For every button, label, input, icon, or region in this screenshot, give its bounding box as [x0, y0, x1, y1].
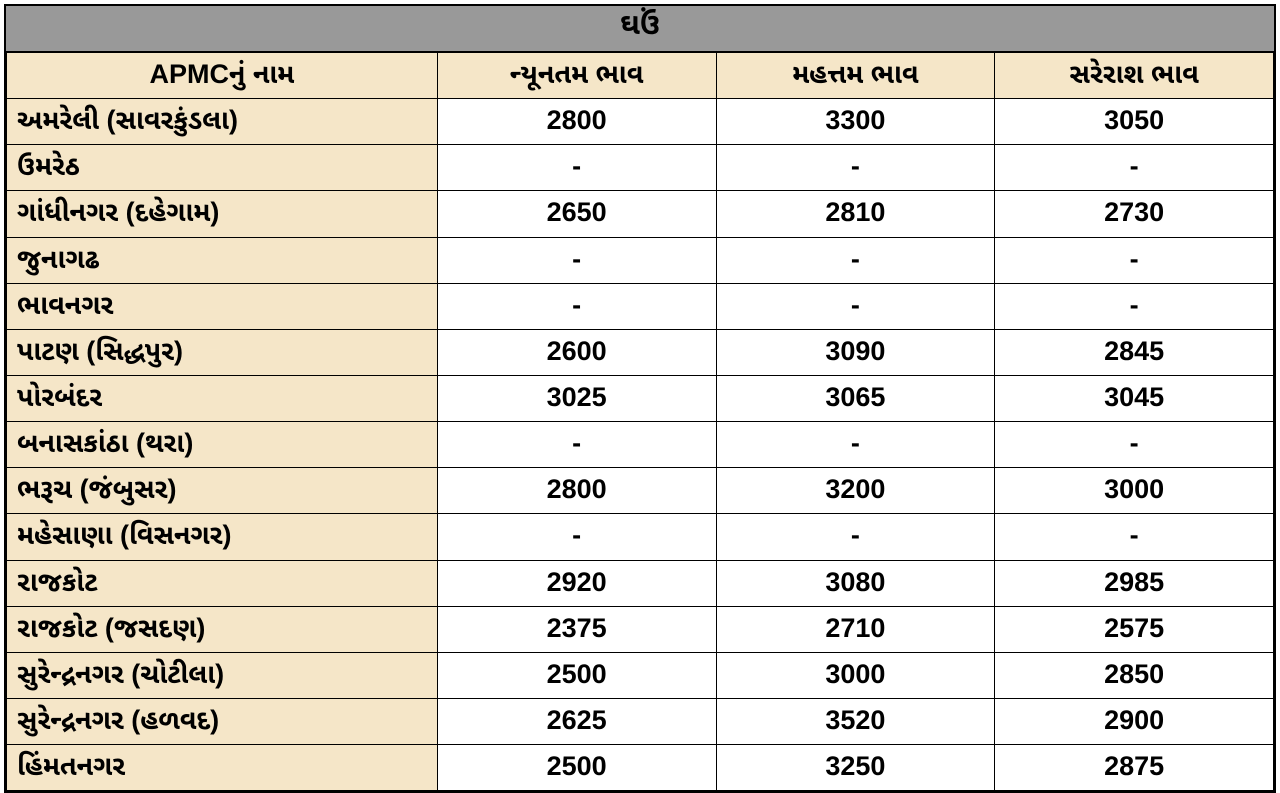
apmc-name: ભાવનગર	[7, 283, 438, 329]
apmc-name: અમરેલી (સાવરકુંડલા)	[7, 99, 438, 145]
max-price: 2710	[716, 606, 995, 652]
min-price: 2800	[437, 468, 716, 514]
apmc-name: સુરેન્દ્રનગર (હળવદ)	[7, 698, 438, 744]
table-body: અમરેલી (સાવરકુંડલા)280033003050 ઉમરેઠ---…	[7, 99, 1274, 791]
col-header-avg: સરેરાશ ભાવ	[995, 53, 1274, 99]
table-row: જુનાગઢ---	[7, 237, 1274, 283]
table-title: ઘઉં	[6, 6, 1274, 53]
min-price: 2375	[437, 606, 716, 652]
avg-price: -	[995, 514, 1274, 560]
avg-price: 3045	[995, 375, 1274, 421]
min-price: -	[437, 283, 716, 329]
avg-price: 3000	[995, 468, 1274, 514]
apmc-name: મહેસાણા (વિસનગર)	[7, 514, 438, 560]
col-header-apmc: APMCનું નામ	[7, 53, 438, 99]
apmc-name: રાજકોટ (જસદણ)	[7, 606, 438, 652]
apmc-name: ભરૂચ (જંબુસર)	[7, 468, 438, 514]
apmc-name: જુનાગઢ	[7, 237, 438, 283]
min-price: 3025	[437, 375, 716, 421]
table-row: રાજકોટ (જસદણ)237527102575	[7, 606, 1274, 652]
table-row: રાજકોટ292030802985	[7, 560, 1274, 606]
min-price: 2920	[437, 560, 716, 606]
avg-price: 2850	[995, 652, 1274, 698]
max-price: 3000	[716, 652, 995, 698]
min-price: -	[437, 514, 716, 560]
min-price: 2800	[437, 99, 716, 145]
max-price: 3065	[716, 375, 995, 421]
min-price: 2625	[437, 698, 716, 744]
table-row: પાટણ (સિદ્ધપુર)260030902845	[7, 329, 1274, 375]
max-price: 3520	[716, 698, 995, 744]
header-row: APMCનું નામ ન્યૂનતમ ભાવ મહત્તમ ભાવ સરેરા…	[7, 53, 1274, 99]
min-price: 2650	[437, 191, 716, 237]
min-price: 2600	[437, 329, 716, 375]
max-price: 2810	[716, 191, 995, 237]
min-price: -	[437, 237, 716, 283]
table-row: ભાવનગર---	[7, 283, 1274, 329]
max-price: -	[716, 145, 995, 191]
avg-price: 2985	[995, 560, 1274, 606]
avg-price: 2900	[995, 698, 1274, 744]
table-row: હિંમતનગર250032502875	[7, 745, 1274, 791]
table-row: અમરેલી (સાવરકુંડલા)280033003050	[7, 99, 1274, 145]
price-table-container: ઘઉં APMCનું નામ ન્યૂનતમ ભાવ મહત્તમ ભાવ સ…	[4, 4, 1276, 793]
min-price: 2500	[437, 652, 716, 698]
avg-price: 2875	[995, 745, 1274, 791]
apmc-name: પાટણ (સિદ્ધપુર)	[7, 329, 438, 375]
avg-price: 2845	[995, 329, 1274, 375]
avg-price: 3050	[995, 99, 1274, 145]
max-price: 3080	[716, 560, 995, 606]
table-row: ગાંધીનગર (દહેગામ)265028102730	[7, 191, 1274, 237]
avg-price: -	[995, 283, 1274, 329]
apmc-name: બનાસકાંઠા (થરા)	[7, 422, 438, 468]
apmc-name: ઉમરેઠ	[7, 145, 438, 191]
max-price: 3200	[716, 468, 995, 514]
max-price: -	[716, 237, 995, 283]
max-price: 3090	[716, 329, 995, 375]
apmc-name: સુરેન્દ્રનગર (ચોટીલા)	[7, 652, 438, 698]
min-price: -	[437, 422, 716, 468]
price-table: APMCનું નામ ન્યૂનતમ ભાવ મહત્તમ ભાવ સરેરા…	[6, 53, 1274, 791]
avg-price: -	[995, 422, 1274, 468]
max-price: 3250	[716, 745, 995, 791]
table-row: પોરબંદર302530653045	[7, 375, 1274, 421]
max-price: -	[716, 283, 995, 329]
apmc-name: હિંમતનગર	[7, 745, 438, 791]
min-price: 2500	[437, 745, 716, 791]
apmc-name: પોરબંદર	[7, 375, 438, 421]
table-row: સુરેન્દ્રનગર (ચોટીલા)250030002850	[7, 652, 1274, 698]
col-header-min: ન્યૂનતમ ભાવ	[437, 53, 716, 99]
col-header-max: મહત્તમ ભાવ	[716, 53, 995, 99]
apmc-name: રાજકોટ	[7, 560, 438, 606]
max-price: 3300	[716, 99, 995, 145]
table-row: ઉમરેઠ---	[7, 145, 1274, 191]
avg-price: 2730	[995, 191, 1274, 237]
apmc-name: ગાંધીનગર (દહેગામ)	[7, 191, 438, 237]
max-price: -	[716, 422, 995, 468]
table-row: ભરૂચ (જંબુસર)280032003000	[7, 468, 1274, 514]
avg-price: -	[995, 145, 1274, 191]
avg-price: -	[995, 237, 1274, 283]
avg-price: 2575	[995, 606, 1274, 652]
table-row: બનાસકાંઠા (થરા)---	[7, 422, 1274, 468]
table-row: સુરેન્દ્રનગર (હળવદ)262535202900	[7, 698, 1274, 744]
min-price: -	[437, 145, 716, 191]
max-price: -	[716, 514, 995, 560]
table-row: મહેસાણા (વિસનગર)---	[7, 514, 1274, 560]
